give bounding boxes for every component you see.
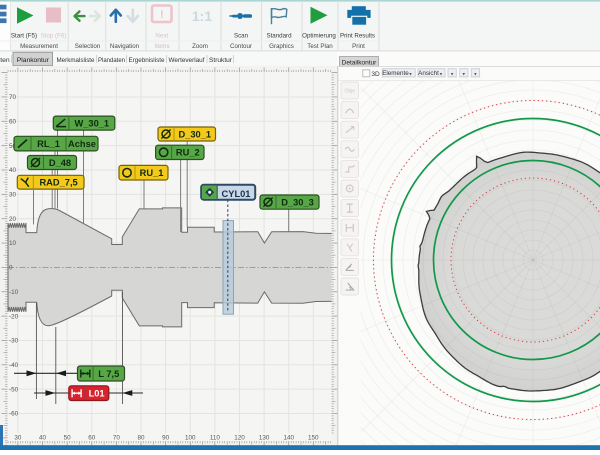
svg-text:10: 10 [9,240,17,247]
svg-text:Next: Next [155,33,168,40]
svg-text:RAD_7,5: RAD_7,5 [39,178,77,188]
svg-text:D_48: D_48 [49,158,71,168]
svg-text:Obje: Obje [345,89,356,95]
svg-text:Stop (F6): Stop (F6) [41,33,67,40]
svg-text:30: 30 [14,434,22,441]
svg-text:W_30_1: W_30_1 [74,118,109,128]
svg-text:Plandaten: Plandaten [98,57,125,64]
svg-text:Achse: Achse [68,139,96,149]
svg-text:140: 140 [283,434,294,441]
svg-text:Merkmalsliste: Merkmalsliste [57,57,95,64]
svg-text:60: 60 [88,434,96,441]
svg-text:Selection: Selection [75,43,101,50]
svg-text:20: 20 [9,216,17,223]
svg-text:Measurement: Measurement [20,43,58,50]
svg-text:Werteverlauf: Werteverlauf [169,57,205,64]
svg-text:Plankontur: Plankontur [17,57,50,64]
svg-text:40: 40 [39,434,47,441]
svg-text:RU_2: RU_2 [176,148,200,158]
svg-text:150: 150 [308,434,319,441]
svg-text:70: 70 [113,434,121,441]
svg-text:120: 120 [234,434,245,441]
svg-text:Contour: Contour [230,43,252,50]
svg-text:L01: L01 [89,389,105,399]
svg-text:Optimierung: Optimierung [302,33,336,40]
svg-text:Graphics: Graphics [269,43,294,50]
svg-text:1:1: 1:1 [192,8,212,24]
svg-text:30: 30 [9,192,17,199]
svg-text:Print: Print [352,43,365,50]
svg-text:70: 70 [9,94,17,101]
svg-text:Ergebnisliste: Ergebnisliste [129,57,165,64]
svg-text:D_30_3: D_30_3 [281,197,314,207]
svg-text:-10: -10 [9,289,19,296]
svg-text:Ansicht: Ansicht [418,70,439,77]
svg-text:-40: -40 [9,362,19,369]
svg-text:130: 130 [259,434,270,441]
svg-text:80: 80 [137,434,145,441]
svg-text:L 7,5: L 7,5 [98,369,119,379]
svg-text:40: 40 [9,167,17,174]
svg-text:100: 100 [185,434,196,441]
svg-text:Test Plan: Test Plan [307,43,333,50]
svg-text:Print Results: Print Results [340,33,375,40]
svg-text:Items: Items [154,43,169,50]
svg-text:3D: 3D [371,71,380,78]
svg-text:Elemente: Elemente [382,70,409,77]
svg-text:110: 110 [210,434,221,441]
svg-text:RU_1: RU_1 [140,168,164,178]
svg-text:-50: -50 [9,386,19,393]
svg-text:60: 60 [9,119,17,126]
svg-text:!: ! [160,9,164,21]
svg-text:50: 50 [64,434,72,441]
svg-text:RL_1: RL_1 [37,139,60,149]
svg-text:-60: -60 [9,411,19,418]
svg-text:0: 0 [9,265,13,272]
svg-text:CYL01: CYL01 [222,189,251,199]
svg-text:90: 90 [162,434,170,441]
svg-text:Start (F5): Start (F5) [11,33,37,40]
svg-text:-30: -30 [9,338,19,345]
svg-text:Navigation: Navigation [110,43,140,50]
svg-text:-20: -20 [9,313,19,320]
svg-text:Struktur: Struktur [209,57,233,64]
svg-text:ten: ten [0,57,10,64]
svg-text:D_30_1: D_30_1 [179,129,212,139]
svg-text:Scan: Scan [234,33,249,40]
svg-text:Detailkontur: Detailkontur [342,59,378,66]
svg-text:Zoom: Zoom [192,43,208,50]
svg-text:Standard: Standard [266,33,292,40]
